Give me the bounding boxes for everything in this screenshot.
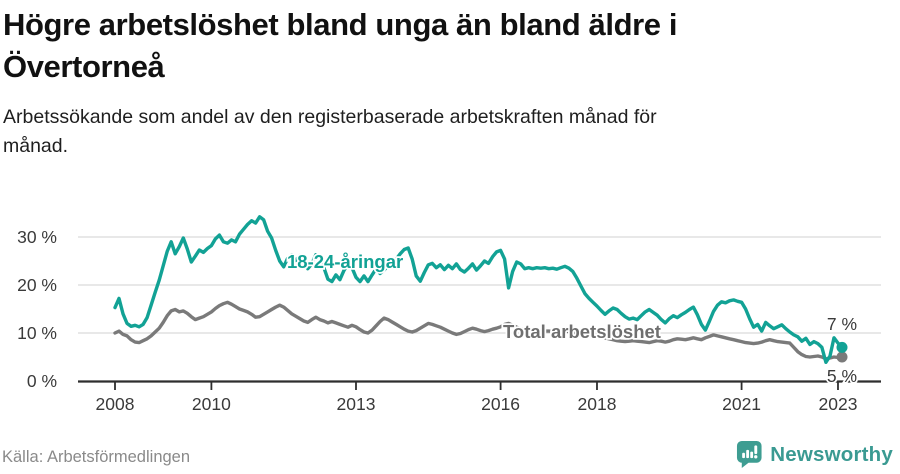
y-axis-label-0-percent: 0 % (27, 371, 57, 391)
newsworthy-chart-bubble-icon (737, 441, 762, 468)
newsworthy-wordmark: Newsworthy (770, 442, 893, 466)
end-dot-youth (836, 341, 848, 353)
page-title: Högre arbetslöshet bland unga än bland ä… (3, 4, 883, 88)
x-axis-tick-label-2023: 2023 (819, 394, 858, 414)
series-line-youth (113, 215, 844, 364)
series-label-youth: 18-24-åringar (287, 251, 403, 272)
y-axis-label-30-percent: 30 % (17, 227, 57, 247)
end-value-label-total: 5 % (827, 366, 857, 386)
chart-subtitle-line2: månad. (3, 135, 69, 157)
series-line-total (113, 300, 844, 361)
x-axis-tick-label-2013: 2013 (337, 394, 376, 414)
y-axis-label-20-percent: 20 % (17, 275, 57, 295)
end-dot-total (836, 351, 848, 363)
page-title-line1: Högre arbetslöshet bland unga än bland ä… (3, 7, 678, 42)
page-title-line2: Övertorneå (3, 49, 165, 84)
x-axis-tick-label-2010: 2010 (192, 394, 231, 414)
x-axis-tick-label-2008: 2008 (96, 394, 135, 414)
x-axis-tick-label-2016: 2016 (481, 394, 520, 414)
x-axis-tick-label-2018: 2018 (578, 394, 617, 414)
end-value-label-youth: 7 % (827, 314, 857, 334)
source-note: Källa: Arbetsförmedlingen (2, 448, 191, 466)
series-label-total: Total arbetslöshet (503, 321, 661, 342)
chart-subtitle-line1: Arbetssökande som andel av den registerb… (3, 106, 657, 128)
y-axis-label-10-percent: 10 % (17, 323, 57, 343)
x-axis-tick-label-2021: 2021 (722, 394, 761, 414)
newsworthy-logo: Newsworthy (736, 440, 893, 469)
chart-subtitle: Arbetssökande som andel av den registerb… (3, 103, 853, 161)
